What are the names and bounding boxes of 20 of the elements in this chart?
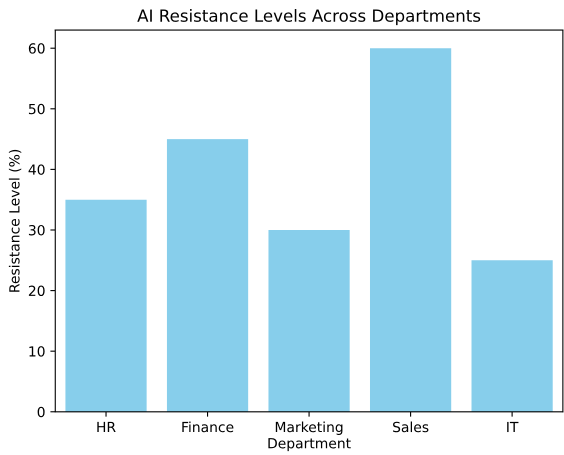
x-tick-label: Marketing: [276, 421, 342, 435]
y-tick-label: 40: [28, 164, 45, 175]
bar: [166, 139, 248, 412]
y-tick-label: 20: [28, 286, 45, 296]
y-tick-label: 0: [38, 406, 45, 418]
y-tick-label: 10: [29, 346, 45, 357]
bar: [65, 200, 147, 412]
bar: [472, 260, 553, 412]
bar: [268, 230, 350, 412]
y-tick-label: 30: [28, 224, 45, 236]
y-tick-label: 50: [28, 104, 45, 114]
x-tick-label: IT: [507, 422, 518, 432]
x-axis-title: Department: [268, 438, 351, 452]
y-tick-label: 60: [28, 43, 45, 54]
x-tick-label: Finance: [182, 421, 234, 432]
bar: [370, 48, 452, 412]
x-tick-label: Sales: [393, 421, 428, 432]
chart-title: AI Resistance Levels Across Departments: [137, 9, 480, 26]
y-axis-title: Resistance Level (%): [8, 150, 22, 292]
x-tick-label: HR: [97, 422, 116, 432]
